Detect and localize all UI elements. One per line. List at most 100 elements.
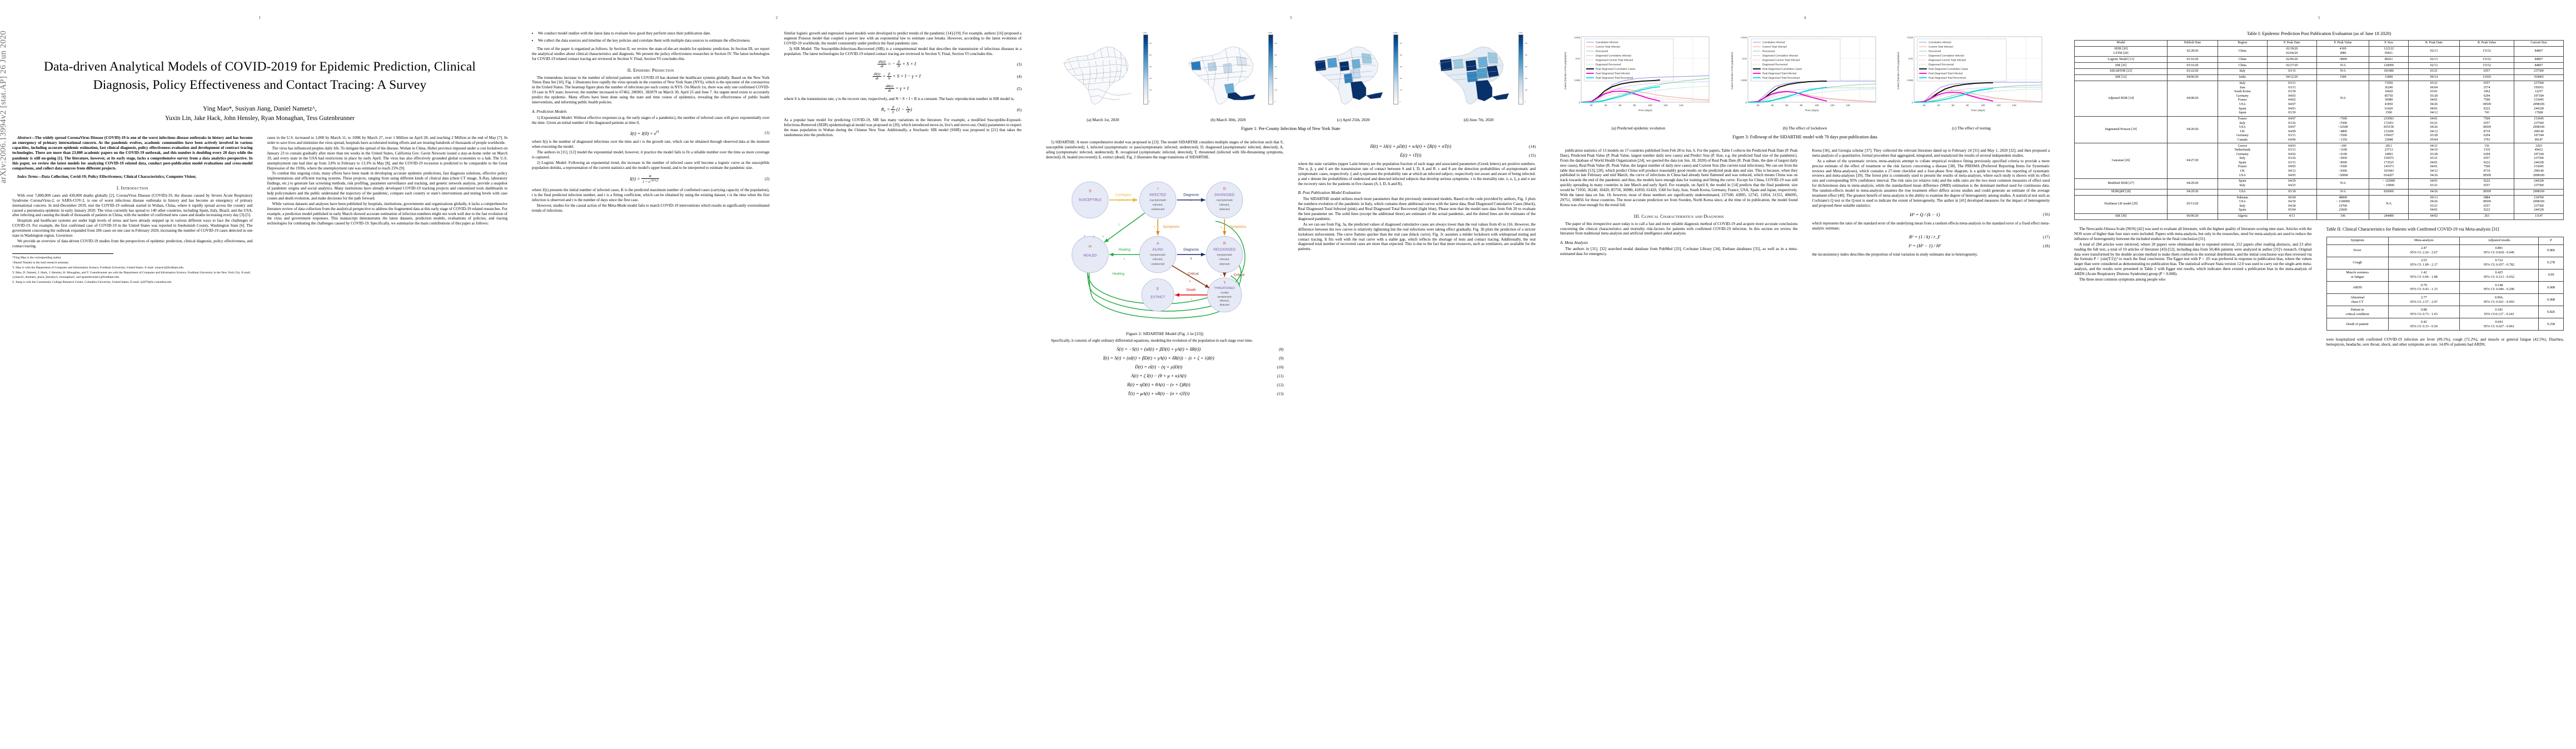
cell-adjusted: 0.181 95% CI:0.127 - 0.243 bbox=[2459, 306, 2539, 319]
figure-1-caption: Figure 1: Per-County Infection Map of Ne… bbox=[1241, 126, 1341, 131]
node-title-A: AILING bbox=[1152, 248, 1163, 251]
cell-ppd: 02/06/20 bbox=[2266, 56, 2317, 63]
svg-text:0.01: 0.01 bbox=[1576, 57, 1581, 60]
new-york-state-map-icon bbox=[1439, 46, 1509, 105]
cell-publish: 04/20/20 bbox=[2167, 116, 2218, 144]
figure-3-subcaption-a: (a) Predicted epidemic evolution bbox=[1611, 126, 1666, 131]
cell-adjusted: 0.148 95% CI: 0.046 - 0.296 bbox=[2459, 281, 2539, 294]
list-item: We collect the data sources and timeline… bbox=[538, 38, 770, 43]
svg-text:Diagnosis: Diagnosis bbox=[1183, 247, 1199, 251]
author-list: Ying Mao*, Susiyan Jiang, Daniel Nametz^… bbox=[29, 104, 491, 124]
cell-ppv: ~8000 bbox=[2316, 56, 2370, 63]
svg-text:0.015: 0.015 bbox=[1741, 36, 1747, 39]
cell-publish: 04/27/20 bbox=[2167, 143, 2218, 179]
cell-ppv: 106 bbox=[2316, 213, 2370, 221]
cell-region: India bbox=[2217, 74, 2268, 82]
svg-text:undetected: undetected bbox=[1151, 208, 1164, 211]
colorbar-tick: 200 bbox=[1524, 77, 1528, 80]
subsection-heading-meta-analysis: A. Meta Analysis bbox=[1560, 240, 1588, 246]
cell-psize: 244400 bbox=[2369, 213, 2409, 221]
page-3: 3 bbox=[1034, 0, 1548, 667]
body-paragraph: As a subset of the systematic review, me… bbox=[1812, 158, 2050, 208]
svg-text:Asymptomatic: Asymptomatic bbox=[1149, 198, 1167, 202]
cell-psize: N/A bbox=[2369, 194, 2409, 214]
cell-model: SIDARTHE [23] bbox=[2074, 68, 2168, 76]
svg-text:0: 0 bbox=[1745, 101, 1747, 104]
authors-line-1: Ying Mao*, Susiyan Jiang, Daniel Nametz^… bbox=[203, 105, 317, 112]
cell-current: 244328 237500 bbox=[2514, 178, 2564, 189]
cell-region: Pakistan USA Italy Spain bbox=[2217, 194, 2268, 214]
svg-text:40: 40 bbox=[1771, 104, 1773, 107]
cell-rpd: 06/13 04/26 03/21 04/01 bbox=[2408, 194, 2460, 214]
cell-current: 84867 bbox=[2514, 56, 2564, 63]
equation-body: I² = (H² − 1) / H² bbox=[1909, 243, 1941, 249]
cell-rpd: 04/26 bbox=[2408, 188, 2460, 196]
cell-psize: 820000 bbox=[2369, 188, 2409, 196]
table-header-cell: Meta-analysis bbox=[2388, 236, 2460, 245]
table-header-cell: P bbox=[2538, 236, 2564, 245]
cell-model: Logistic Model [13] bbox=[2074, 56, 2168, 63]
svg-text:100: 100 bbox=[1815, 104, 1819, 107]
table-header-cell: Model bbox=[2074, 40, 2168, 47]
index-terms-text: —Data Collection; Covid-19; Policy Effec… bbox=[37, 174, 197, 179]
cell-region: Italy Iran South Korea Germany France US… bbox=[2217, 81, 2268, 117]
map-colorbar: 1,6000 500 400 300 200 100 0 bbox=[1393, 32, 1402, 104]
body-paragraph: where the state variables (upper Latin l… bbox=[1298, 162, 1536, 186]
colorbar-max-label: 1,6000 bbox=[1518, 32, 1523, 34]
equation-number: (1) bbox=[765, 130, 770, 135]
cell-current: 3203 49412 187184 237500 244328 153045 2… bbox=[2514, 143, 2564, 179]
node-title-H: HEALED bbox=[1083, 254, 1097, 257]
figure-2-diagram: Contagion α, β, γ, δ Diagnosis ε Symptom… bbox=[1046, 161, 1284, 327]
map-colorbar: 1,6000 500 400 300 200 100 0 bbox=[1267, 32, 1277, 104]
equation-body: Ṡ(t) = −S(t) × (αI(t) + βD(t) + γA(t) + … bbox=[1117, 347, 1201, 352]
equation-number: (13) bbox=[1277, 391, 1284, 396]
svg-text:ν: ν bbox=[1220, 274, 1222, 277]
cell-symptom: ARDS bbox=[2326, 281, 2389, 294]
cell-current: 153045 237500 2098106 298140 187184 9914… bbox=[2514, 116, 2564, 144]
svg-text:Symptoms: Symptoms bbox=[1163, 224, 1179, 228]
cell-ppd: 04/07 03/26 04/07 04/09 03/31 04/06 bbox=[2266, 116, 2317, 144]
cell-model: SEIRQRP [28] bbox=[2074, 188, 2168, 196]
cell-symptom: Death of patient bbox=[2326, 318, 2389, 331]
table-row: ARDS 0.79 95% CI: 0.43 - 1.15 0.148 95% … bbox=[2326, 281, 2564, 294]
colorbar-tick: 300 bbox=[1524, 66, 1528, 68]
cell-psize: 71950 36240 10420 85750 36980 41850 6142… bbox=[2369, 81, 2409, 117]
page-3-column-right: Ḣ(t) = λI(t) + ρD(t) + κA(t) + ξR(t) + σ… bbox=[1298, 140, 1536, 400]
equation-body: İ(t) = S(t) × (αI(t) + βD(t) + γA(t) + δ… bbox=[1103, 356, 1214, 361]
cell-current: 2098106 bbox=[2514, 188, 2564, 196]
svg-text:Time (days): Time (days) bbox=[1971, 109, 1985, 112]
new-york-state-map-icon bbox=[1063, 46, 1132, 105]
sidarthe-model-diagram: Contagion α, β, γ, δ Diagnosis ε Symptom… bbox=[1072, 181, 1246, 318]
svg-text:symptomatic: symptomatic bbox=[1217, 295, 1232, 298]
figure-1: 1,6000 500 400 300 200 100 0 (a) March 1… bbox=[1046, 31, 1536, 131]
cell-p: 0.826 bbox=[2538, 306, 2564, 319]
cell-rpv: 6557 3574 1062 6294 7500 38509 9222 743 bbox=[2459, 81, 2514, 117]
cell-current: 84867 bbox=[2514, 62, 2564, 69]
cell-symptom: Fever bbox=[2326, 244, 2389, 257]
page-3-column-left: 5) SIDARTHE: A more comprehensive model … bbox=[1046, 140, 1284, 400]
svg-text:Cumulative Infected: Cumulative Infected bbox=[1596, 41, 1618, 44]
colorbar-max-label: 1,6000 bbox=[1267, 32, 1273, 34]
section-heading-epidemic-prediction: II. Epidemic Prediction bbox=[627, 67, 674, 73]
page-1-column-left: Abstract—The widely spread CoronaVirus D… bbox=[12, 136, 253, 749]
figure-3: Cumulative Infected Current Total Infect… bbox=[1560, 31, 2050, 139]
table-header-cell: P. Peak Value bbox=[2316, 40, 2370, 47]
cell-psize: 13000 bbox=[2369, 74, 2409, 82]
colorbar-tick: 0 bbox=[1399, 101, 1401, 103]
svg-text:Healing: Healing bbox=[1118, 247, 1130, 251]
body-paragraph: The virus has influenced peoples daily l… bbox=[267, 146, 508, 171]
page-2-column-left: We conduct model studies with the latest… bbox=[532, 31, 770, 661]
cell-ppv: 4169 3886 bbox=[2316, 46, 2370, 57]
table-header-cell: Symptom bbox=[2326, 236, 2389, 245]
equation-number: (2) bbox=[765, 177, 770, 182]
body-paragraph: were hospitalized with confirmed COVID-1… bbox=[2326, 337, 2564, 347]
svg-text:0.01: 0.01 bbox=[1909, 57, 1914, 60]
node-key-T: T bbox=[1223, 281, 1225, 284]
page-5-column-left: The Newcastle-Ottawa Scale (NOS) [42] wa… bbox=[2074, 227, 2312, 348]
cell-symptom: Abnormal chest CT bbox=[2326, 293, 2389, 307]
svg-text:η: η bbox=[1220, 226, 1222, 228]
cell-ppv: 48000 ~ 1100000 19700 23600 bbox=[2316, 194, 2370, 214]
